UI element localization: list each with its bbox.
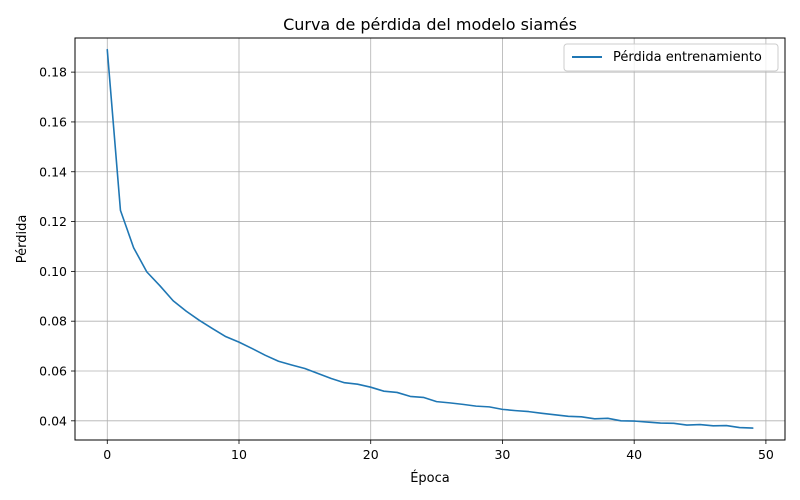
ticks: 0 10 20 30 40 50 0.04 0.06 0.08 0.10 0.12 0.14 0.16 0… [39,65,774,462]
x-tick-label: 40 [626,447,642,462]
y-tick-label: 0.10 [39,264,67,279]
y-tick-label: 0.04 [39,413,67,428]
x-tick-label: 20 [363,447,379,462]
y-tick-label: 0.14 [39,164,67,179]
series-layer [106,48,754,429]
legend-label: Pérdida entrenamiento [613,50,762,65]
x-tick-label: 50 [758,447,774,462]
plot-frame [74,37,786,441]
series-line [106,48,754,429]
legend: Pérdida entrenamiento [563,43,779,72]
legend-box [563,43,779,72]
x-axis-label: Época [410,470,450,486]
y-tick-label: 0.06 [39,364,67,379]
x-tick-label: 0 [103,447,111,462]
x-tick-label: 30 [494,447,510,462]
grid [75,38,785,440]
chart-title: Curva de pérdida del modelo siamés [283,15,577,34]
y-tick-label: 0.08 [39,314,67,329]
x-tick-label: 10 [231,447,247,462]
y-tick-label: 0.12 [39,214,67,229]
y-tick-label: 0.16 [39,114,67,129]
y-axis-label: Pérdida [15,215,30,264]
y-tick-label: 0.18 [39,65,67,80]
